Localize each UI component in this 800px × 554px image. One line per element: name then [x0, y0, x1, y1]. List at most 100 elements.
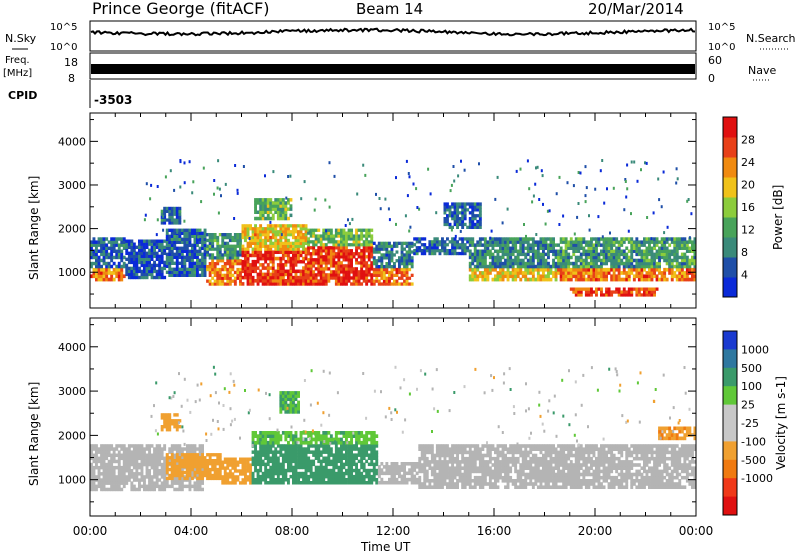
- scatter-cell: [145, 469, 149, 473]
- scatter-cell: [319, 261, 323, 265]
- scatter-cell: [531, 264, 535, 269]
- scatter-cell: [357, 459, 361, 464]
- scatter-cell: [276, 282, 280, 286]
- scatter-cell: [597, 243, 601, 247]
- scatter-cell: [337, 258, 341, 262]
- scatter-cell: [196, 453, 199, 457]
- scatter-cell: [95, 274, 98, 279]
- scatter-cell: [196, 270, 199, 274]
- scatter-cell: [107, 447, 111, 451]
- scatter-cell: [165, 240, 169, 244]
- scatter-cell: [324, 243, 328, 247]
- scatter-cell: [395, 282, 399, 286]
- scatter-cell: [100, 462, 103, 467]
- scatter-cell: [156, 185, 159, 188]
- scatter-cell: [110, 459, 114, 464]
- scatter-cell: [256, 462, 260, 467]
- scatter-cell: [120, 481, 124, 485]
- scatter-cell: [519, 258, 523, 263]
- scatter-cell: [246, 478, 250, 482]
- scatter-cell: [140, 478, 144, 482]
- scatter-cell: [236, 253, 240, 257]
- scatter-cell: [615, 287, 619, 291]
- scatter-cell: [173, 470, 177, 475]
- scatter-cell: [135, 478, 139, 482]
- scatter-cell: [92, 243, 96, 247]
- scatter-cell: [105, 478, 109, 482]
- scatter-cell: [132, 242, 136, 246]
- scatter-cell: [183, 240, 187, 244]
- scatter-cell: [266, 269, 270, 274]
- scatter-cell: [148, 475, 151, 479]
- scatter-cell: [261, 227, 265, 231]
- scatter-cell: [486, 271, 490, 275]
- scatter-cell: [299, 282, 303, 286]
- scatter-cell: [357, 279, 361, 283]
- scatter-cell: [173, 273, 177, 277]
- scatter-cell: [125, 447, 129, 451]
- scatter-cell: [486, 267, 490, 272]
- scatter-cell: [191, 456, 194, 460]
- scatter-cell: [693, 255, 697, 260]
- scatter-cell: [168, 237, 172, 241]
- scatter-cell: [274, 478, 278, 482]
- scatter-cell: [264, 247, 268, 251]
- scatter-cell: [153, 453, 156, 457]
- scatter-cell: [185, 467, 189, 472]
- scatter-cell: [271, 207, 275, 211]
- scatter-cell: [297, 241, 300, 245]
- scatter-cell: [92, 484, 96, 489]
- scatter-cell: [476, 255, 480, 260]
- scatter-cell: [180, 231, 184, 235]
- scatter-cell: [668, 258, 672, 263]
- scatter-cell: [259, 224, 263, 228]
- scatter-cell: [579, 271, 583, 275]
- scatter-cell: [529, 249, 533, 253]
- scatter-cell: [160, 425, 164, 429]
- scatter-cell: [627, 264, 631, 269]
- scatter-cell: [292, 263, 295, 267]
- scatter-cell: [408, 244, 412, 248]
- scatter-cell: [246, 457, 250, 461]
- scatter-cell: [175, 258, 179, 262]
- scatter-cell: [173, 267, 177, 271]
- scatter-cell: [506, 240, 510, 244]
- scatter-cell: [461, 211, 465, 215]
- scatter-cell: [605, 261, 608, 266]
- scatter-cell: [208, 267, 212, 272]
- beam-title: Beam 14: [356, 0, 423, 18]
- scatter-cell: [287, 227, 290, 231]
- scatter-cell: [534, 277, 538, 282]
- scatter-cell: [218, 256, 222, 260]
- scatter-cell: [266, 233, 270, 237]
- scatter-cell: [610, 277, 614, 282]
- scatter-cell: [327, 447, 331, 451]
- scatter-cell: [483, 237, 487, 241]
- scatter-cell: [405, 259, 409, 263]
- scatter-cell: [481, 264, 485, 269]
- scatter-cell: [461, 251, 465, 256]
- scatter-cell: [170, 258, 174, 262]
- scatter-cell: [506, 207, 509, 211]
- scatter-cell: [668, 261, 672, 266]
- scatter-cell: [494, 255, 497, 260]
- scatter-cell: [630, 249, 634, 253]
- scatter-cell: [340, 450, 343, 454]
- scatter-cell: [416, 206, 419, 209]
- scatter-cell: [97, 271, 101, 275]
- scatter-cell: [668, 252, 672, 257]
- scatter-cell: [632, 277, 636, 282]
- scatter-cell: [185, 462, 189, 466]
- scatter-cell: [254, 207, 257, 211]
- scatter-cell: [256, 259, 260, 264]
- scatter-cell: [246, 244, 250, 248]
- scatter-cell: [185, 231, 189, 235]
- scatter-cell: [201, 469, 204, 473]
- scatter-cell: [433, 237, 437, 241]
- scatter-cell: [653, 255, 656, 260]
- scatter-cell: [347, 478, 351, 482]
- scatter-cell: [191, 484, 194, 489]
- scatter-cell: [655, 243, 659, 247]
- scatter-cell: [478, 202, 482, 206]
- scatter-cell: [185, 476, 189, 481]
